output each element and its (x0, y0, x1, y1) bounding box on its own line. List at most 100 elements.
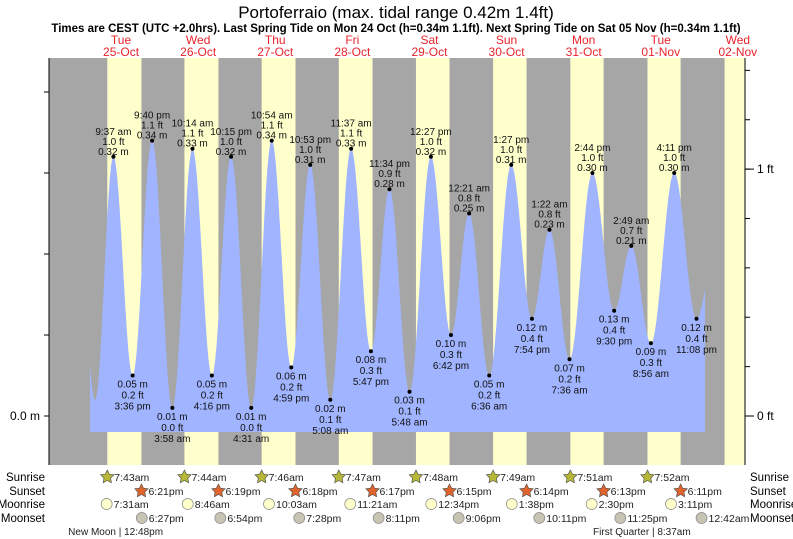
sunrise-star-icon (254, 469, 270, 484)
day-label-date: 30-Oct (489, 45, 526, 59)
day-label-date: 25-Oct (103, 45, 140, 59)
low-tide-point (209, 373, 214, 378)
tide-height-ft-label: 0.3 ft (360, 366, 382, 377)
sunrise-time: 7:47am (346, 472, 381, 484)
moonset-circle-icon (695, 512, 708, 524)
sunrise-star-icon (177, 469, 192, 484)
day-label-date: 27-Oct (257, 45, 294, 59)
sunrise-time: 7:48am (423, 472, 458, 484)
moonset-circle-icon (135, 512, 148, 524)
moonrise-circle-icon (585, 498, 598, 510)
tide-height-m-label: 0.06 m (276, 371, 307, 382)
tide-time-label: 11:34 pm (369, 159, 410, 170)
tide-time-label: 6:42 pm (433, 361, 469, 372)
day-label-dow: Wed (186, 33, 210, 47)
day-label-dow: Tue (651, 33, 672, 47)
high-tide-point (547, 227, 552, 232)
sunrise-time: 7:44am (191, 472, 226, 484)
sunrise-time: 7:51am (577, 472, 612, 484)
sunrise-star-icon (331, 469, 347, 484)
sunset-time: 6:18pm (302, 486, 337, 498)
tide-time-label: 2:49 am (613, 216, 649, 227)
day-label-date: 01-Nov (641, 45, 680, 59)
tide-height-m-label: 0.01 m (236, 412, 267, 423)
moonrise-time: 3:11pm (678, 499, 712, 511)
day-label-dow: Wed (726, 33, 750, 47)
moonrise-circle-icon (344, 498, 357, 510)
tide-time-label: 5:47 pm (353, 377, 389, 388)
sunset-star-icon (442, 483, 457, 498)
tide-time-label: 2:44 pm (574, 143, 610, 154)
tide-time-label: 5:48 am (391, 418, 427, 429)
tide-time-label: 6:36 am (471, 402, 507, 413)
moonset-row-label-right: Moonset (750, 513, 793, 525)
low-tide-point (694, 316, 699, 321)
moonset-circle-icon (533, 512, 546, 524)
moonrise-time: 8:46am (195, 499, 230, 511)
sunrise-row-label-right: Sunrise (750, 472, 789, 484)
tide-height-ft-label: 1.0 ft (663, 153, 685, 164)
tide-height-ft-label: 1.0 ft (500, 145, 522, 156)
tide-height-ft-label: 1.1 ft (340, 129, 362, 140)
tide-height-m-label: 0.34 m (137, 131, 168, 142)
high-tide-point (428, 154, 433, 159)
tide-height-m-label: 0.31 m (496, 155, 527, 166)
tide-time-label: 10:14 am (172, 119, 214, 130)
day-labels: Tue25-OctWed26-OctThu27-OctFri28-OctSat2… (103, 33, 757, 59)
sunset-time: 6:21pm (148, 486, 183, 498)
tide-height-m-label: 0.32 m (98, 147, 129, 158)
moonset-circle-icon (293, 512, 306, 524)
tide-height-m-label: 0.05 m (197, 380, 228, 391)
tide-height-m-label: 0.10 m (436, 339, 467, 350)
moonset-time: 8:11pm (386, 513, 420, 525)
sunset-star-icon (596, 483, 612, 498)
tide-time-label: 9:37 am (95, 127, 131, 138)
moonrise-circle-icon (505, 498, 518, 510)
tide-time-label: 12:21 am (448, 184, 490, 195)
low-tide-point (407, 389, 412, 394)
axes: 0.0 m 1 ft 0 ft (10, 58, 774, 465)
tide-height-m-label: 0.12 m (681, 323, 712, 334)
tide-time-label: 4:16 pm (194, 402, 230, 413)
tide-height-m-label: 0.31 m (295, 155, 326, 166)
tide-height-ft-label: 0.8 ft (538, 210, 560, 221)
sunset-star-icon (134, 483, 149, 498)
tide-height-m-label: 0.03 m (394, 396, 425, 407)
tide-time-label: 1:27 pm (493, 135, 529, 146)
sunset-time: 6:19pm (225, 486, 260, 498)
tide-height-m-label: 0.05 m (474, 380, 505, 391)
moonrise-circle-icon (181, 498, 194, 510)
sunrise-star-icon (408, 469, 424, 484)
tide-height-ft-label: 0.1 ft (319, 415, 341, 426)
sunset-star-icon (673, 483, 689, 498)
tide-time-label: 11:37 am (331, 119, 372, 130)
tide-height-ft-label: 1.1 ft (181, 129, 203, 140)
tide-height-ft-label: 0.8 ft (458, 194, 480, 205)
moonset-time: 6:54pm (227, 513, 262, 525)
tide-height-m-label: 0.33 m (336, 139, 367, 150)
tide-height-ft-label: 0.3 ft (440, 350, 462, 361)
tide-height-ft-label: 1.0 ft (581, 153, 603, 164)
tide-height-m-label: 0.21 m (616, 236, 647, 247)
tide-height-m-label: 0.28 m (374, 179, 405, 190)
sunrise-star-icon (99, 469, 115, 484)
high-tide-point (269, 138, 274, 143)
low-tide-point (612, 308, 617, 313)
high-tide-point (509, 162, 514, 167)
moonset-time: 6:27pm (149, 513, 184, 525)
tide-height-ft-label: 0.1 ft (398, 407, 420, 418)
tide-height-m-label: 0.30 m (659, 163, 690, 174)
tide-height-ft-label: 0.2 ft (280, 382, 302, 393)
day-label-date: 02-Nov (719, 45, 758, 59)
tide-height-ft-label: 0.0 ft (161, 423, 183, 434)
day-label-date: 29-Oct (411, 45, 448, 59)
moonset-time: 10:11pm (546, 513, 586, 525)
moonset-row-label: Moonset (1, 513, 46, 525)
moonset-time: 12:42am (709, 513, 750, 525)
low-tide-point (170, 405, 175, 410)
moonrise-circle-icon (263, 498, 275, 510)
high-tide-point (467, 211, 472, 216)
moon-phase-label: First Quarter | 8:37am (593, 527, 691, 538)
tide-height-m-label: 0.32 m (416, 147, 447, 158)
chart-subtitle: Times are CEST (UTC +2.0hrs). Last Sprin… (51, 23, 740, 35)
